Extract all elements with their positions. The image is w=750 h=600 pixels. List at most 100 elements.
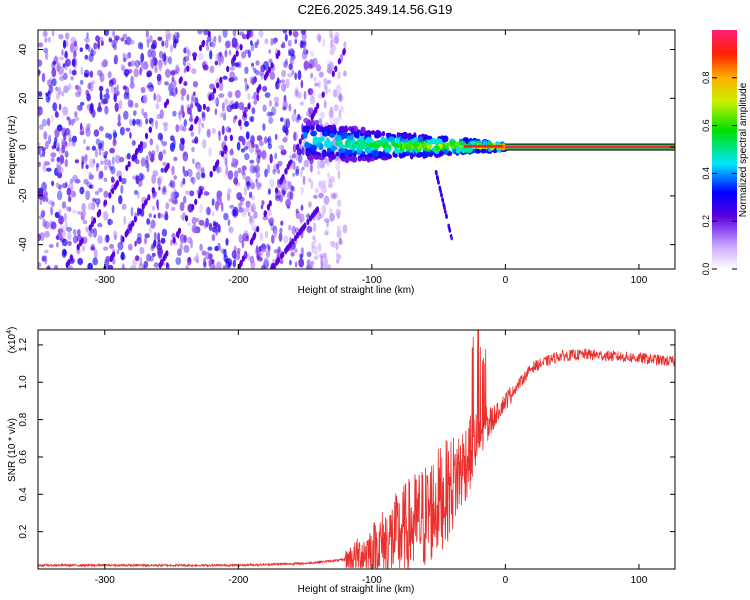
heatmap-cell xyxy=(101,61,107,68)
heatmap-cell xyxy=(162,122,169,127)
heatmap-cell xyxy=(317,79,321,89)
heatmap-cell xyxy=(335,139,342,146)
heatmap-cell xyxy=(114,154,121,164)
heatmap-cell xyxy=(194,198,198,206)
heatmap-cell xyxy=(39,198,43,205)
heatmap-cell xyxy=(58,215,64,225)
heatmap-cell xyxy=(243,230,249,237)
heatmap-cell xyxy=(344,139,350,147)
heatmap-cell xyxy=(66,116,70,121)
heatmap-cell xyxy=(316,159,321,170)
heatmap-cell xyxy=(67,231,72,241)
heatmap-cell xyxy=(118,99,123,110)
heatmap-cell xyxy=(229,66,236,71)
heatmap-cell xyxy=(335,258,340,264)
heatmap-cell xyxy=(329,106,334,115)
heatmap-cell xyxy=(175,231,180,238)
heatmap-cell xyxy=(250,206,255,213)
heatmap-cell xyxy=(222,75,228,80)
heatmap-cell xyxy=(146,253,152,262)
heatmap-cell xyxy=(335,242,339,251)
snr-series-line xyxy=(38,330,675,569)
heatmap-cell xyxy=(64,140,68,149)
colorbar-tick-label: 0.6 xyxy=(701,119,711,132)
heatmap-cell xyxy=(141,108,145,116)
heatmap-cell xyxy=(51,180,55,187)
heatmap-cell xyxy=(215,227,219,236)
heatmap-cell xyxy=(297,113,301,119)
heatmap-cell xyxy=(303,222,307,229)
heatmap-cell xyxy=(105,132,110,139)
heatmap-cell xyxy=(327,178,333,184)
heatmap-cell xyxy=(274,228,277,239)
heatmap-cell xyxy=(196,164,202,172)
heatmap-cell xyxy=(129,118,133,127)
heatmap-cell xyxy=(231,250,237,259)
heatmap-cell xyxy=(212,87,217,94)
y-tick-label: 20 xyxy=(18,92,29,104)
heatmap-cell xyxy=(190,124,194,131)
heatmap-cell xyxy=(113,230,118,240)
heatmap-cell xyxy=(214,60,219,66)
heatmap-cell xyxy=(394,146,399,154)
heatmap-cell xyxy=(191,93,196,102)
heatmap-cell xyxy=(279,259,284,265)
heatmap-cell xyxy=(70,76,74,81)
heatmap-cell xyxy=(313,255,319,261)
heatmap-cell xyxy=(93,129,100,137)
heatmap-cell xyxy=(140,52,145,63)
heatmap-cell xyxy=(103,211,109,221)
heatmap-cell xyxy=(294,227,300,234)
heatmap-cell xyxy=(112,156,115,166)
heatmap-cell xyxy=(427,137,432,145)
heatmap-cell xyxy=(42,218,47,228)
heatmap-cell xyxy=(187,107,192,115)
heatmap-cell xyxy=(166,162,170,169)
heatmap-cell xyxy=(77,105,83,111)
heatmap-cell xyxy=(271,106,277,116)
y-tick-label: 0.8 xyxy=(18,412,29,426)
heatmap-cell xyxy=(318,118,323,124)
heatmap-cell xyxy=(150,43,157,50)
heatmap-cell xyxy=(175,124,180,133)
heatmap-cell xyxy=(474,148,481,154)
heatmap-cell xyxy=(241,239,245,249)
heatmap-cell xyxy=(75,116,80,122)
heatmap-cell xyxy=(197,52,204,61)
heatmap-cell xyxy=(130,60,136,67)
heatmap-cell xyxy=(486,144,490,148)
heatmap-cell xyxy=(38,70,41,75)
heatmap-cell xyxy=(312,235,316,241)
heatmap-cell xyxy=(81,155,85,166)
heatmap-cell xyxy=(67,240,72,246)
heatmap-cell xyxy=(371,150,377,158)
heatmap-cell xyxy=(182,125,187,132)
heatmap-cell xyxy=(89,158,95,168)
heatmap-cell xyxy=(225,41,231,49)
heatmap-cell xyxy=(253,67,257,74)
heatmap-cell xyxy=(191,146,195,153)
heatmap-cell xyxy=(165,68,171,78)
heatmap-cell xyxy=(375,130,382,138)
heatmap-cell xyxy=(114,102,119,113)
heatmap-cell xyxy=(238,135,244,142)
heatmap-cell xyxy=(188,117,194,123)
heatmap-cell xyxy=(54,54,58,63)
heatmap-cell xyxy=(309,88,315,99)
heatmap-cell xyxy=(132,118,136,126)
heatmap-cell xyxy=(308,215,313,222)
heatmap-cell xyxy=(80,237,84,244)
heatmap-cell xyxy=(308,63,313,70)
heatmap-cell xyxy=(95,162,100,168)
heatmap-cell xyxy=(209,261,215,269)
heatmap-cell xyxy=(335,163,341,171)
heatmap-cell xyxy=(60,229,67,238)
heatmap-cell xyxy=(229,134,233,142)
heatmap-cell xyxy=(310,125,315,131)
heatmap-cell xyxy=(317,243,322,252)
heatmap-cell xyxy=(58,209,62,216)
colorbar: 0.0 0.2 0.4 0.6 0.8 Normalized spectral ampl… xyxy=(701,30,749,275)
heatmap-cell xyxy=(62,39,67,49)
heatmap-cell xyxy=(313,76,317,83)
heatmap-cell xyxy=(319,111,325,119)
